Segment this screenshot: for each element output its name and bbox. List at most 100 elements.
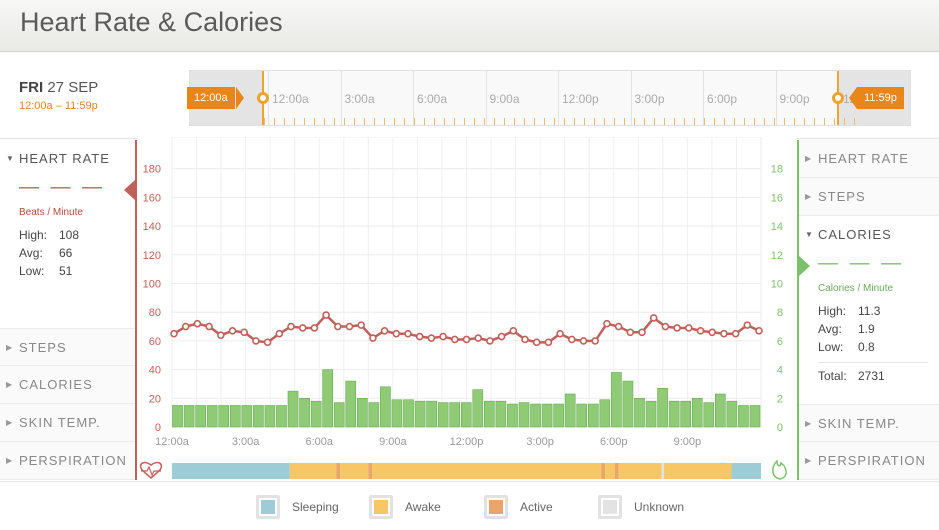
heart-rate-point xyxy=(380,327,389,335)
calories-bar xyxy=(218,405,230,428)
heart-rate-point xyxy=(708,328,717,337)
date-day-weekday: FRI xyxy=(19,79,44,96)
left-axis-tick-label: 100 xyxy=(143,279,161,291)
stat-value: 0.8 xyxy=(858,340,875,354)
heart-rate-point xyxy=(509,327,518,335)
calories-total: Total: 2731 xyxy=(818,369,928,383)
activity-strip-segment xyxy=(661,463,665,479)
sidebar-item-heart-rate[interactable]: ▶ HEART RATE xyxy=(799,140,939,178)
triangle-right-icon: ▶ xyxy=(6,343,14,352)
calories-bar xyxy=(437,402,449,428)
right-axis-tick-label: 18 xyxy=(771,164,783,176)
sidebar-item-steps[interactable]: ▶ STEPS xyxy=(0,328,135,366)
heart-rate-calories-chart: 0 20 40 60 80 100 120 140 160 180 0 2 4 6 8 10 12 14 16 18 1… xyxy=(137,137,797,480)
legend-swatch-fill xyxy=(603,500,617,514)
left-metric-panel: ▼ HEART RATE — — — Beats / Minute High: 1… xyxy=(0,140,135,480)
left-axis-tick-label: 120 xyxy=(143,250,161,262)
stat-key: Total: xyxy=(818,369,847,383)
timeline-minor-tick xyxy=(474,118,475,125)
heart-rate-point xyxy=(450,335,459,344)
calories-bar xyxy=(287,390,299,428)
right-metric-panel: ▶ HEART RATE ▶ STEPS ▼ CALORIES — — — Calo… xyxy=(799,140,939,480)
timeline-minor-tick xyxy=(264,118,265,125)
heart-rate-point xyxy=(567,335,576,344)
sidebar-item-label: STEPS xyxy=(818,189,866,204)
sidebar-item-steps[interactable]: ▶ STEPS xyxy=(799,178,939,216)
timeline-minor-tick xyxy=(784,118,785,125)
heart-rate-point xyxy=(696,327,705,335)
heart-rate-point xyxy=(240,328,248,337)
timeline-minor-tick xyxy=(704,118,705,125)
timeline-start-flag[interactable]: 12:00a xyxy=(187,87,235,109)
sidebar-item-label: HEART RATE xyxy=(818,151,909,166)
calories-bar xyxy=(472,389,484,428)
heart-rate-point xyxy=(521,335,529,344)
sidebar-item-skin-temp[interactable]: ▶ SKIN TEMP. xyxy=(799,404,939,442)
heart-rate-point xyxy=(532,338,541,347)
timeline-minor-tick xyxy=(654,118,655,125)
legend-swatch-fill xyxy=(374,500,388,514)
heart-rate-point xyxy=(287,322,295,331)
sidebar-item-perspiration[interactable]: ▶ PERSPIRATION xyxy=(0,442,135,480)
heart-rate-point xyxy=(614,322,623,331)
calories-bar xyxy=(715,393,726,428)
x-axis-tick-label: 12:00a xyxy=(155,436,190,448)
timeline-tick xyxy=(485,71,487,125)
triangle-right-icon: ▶ xyxy=(805,154,813,163)
timeline-tick-label: 6:00p xyxy=(707,92,738,106)
calories-tab[interactable]: ▼ CALORIES xyxy=(799,216,939,254)
timeline-minor-tick xyxy=(744,118,745,125)
calories-bar xyxy=(253,405,264,428)
heart-rate-point xyxy=(181,322,190,331)
legend-label: Active xyxy=(520,500,553,514)
heart-pulse-icon xyxy=(141,465,161,477)
timeline-end-flag[interactable]: 11:59p xyxy=(857,87,904,109)
heart-rate-point xyxy=(462,335,471,344)
activity-strip-segment xyxy=(172,463,290,479)
heart-rate-point xyxy=(263,338,272,347)
heart-rate-current-value: — — — xyxy=(19,176,106,198)
timeline-tick xyxy=(340,71,342,125)
activity-strip-segment xyxy=(614,463,619,479)
calories-bar xyxy=(599,399,611,428)
left-axis-tick-label: 140 xyxy=(143,221,161,233)
legend: Sleeping Awake Active Unknown xyxy=(0,481,939,530)
timeline-minor-tick xyxy=(364,118,365,125)
activity-strip-segment xyxy=(340,463,369,479)
calories-bar xyxy=(322,369,333,428)
calories-bar xyxy=(403,399,414,428)
timeline-end-knob[interactable] xyxy=(832,92,844,104)
timeline-start-knob[interactable] xyxy=(257,92,269,104)
sidebar-item-calories[interactable]: ▶ CALORIES xyxy=(0,366,135,404)
timeline-minor-tick xyxy=(794,118,795,125)
heart-rate-point xyxy=(591,337,600,345)
timeline-minor-tick xyxy=(294,118,295,125)
legend-label: Awake xyxy=(405,500,441,514)
heart-rate-point xyxy=(720,329,728,338)
heart-rate-point xyxy=(638,328,646,337)
timeline-tick-label: 9:00p xyxy=(779,92,810,106)
calories-bar xyxy=(183,405,195,428)
sidebar-item-perspiration[interactable]: ▶ PERSPIRATION xyxy=(799,442,939,480)
calories-bar xyxy=(368,402,380,428)
timeline-scrubber[interactable]: 12:00a 3:00a 6:00a 9:00a 12:00p 3:00p 6:00p 9:0… xyxy=(189,70,911,126)
triangle-down-icon: ▼ xyxy=(805,230,814,239)
timeline-minor-tick xyxy=(414,118,415,125)
heart-rate-point xyxy=(743,321,752,329)
sidebar-item-skin-temp[interactable]: ▶ SKIN TEMP. xyxy=(0,404,135,442)
timeline-minor-tick xyxy=(754,118,755,125)
stat-key: Low: xyxy=(19,264,45,278)
timeline-minor-tick xyxy=(804,118,805,125)
heart-rate-low: Low: 51 xyxy=(19,264,129,278)
timeline-minor-tick xyxy=(494,118,495,125)
left-axis-tick-label: 60 xyxy=(149,336,161,348)
date-day: FRI 27 SEP xyxy=(19,79,98,96)
calories-bar xyxy=(484,400,495,428)
heart-rate-point xyxy=(649,314,658,322)
calories-active-pointer-icon xyxy=(799,256,810,276)
heart-rate-tab[interactable]: ▼ HEART RATE xyxy=(0,140,135,178)
heart-rate-high: High: 108 xyxy=(19,228,129,242)
calories-bar xyxy=(668,400,680,428)
timeline-minor-tick xyxy=(484,118,485,125)
timeline-minor-tick xyxy=(284,118,285,125)
